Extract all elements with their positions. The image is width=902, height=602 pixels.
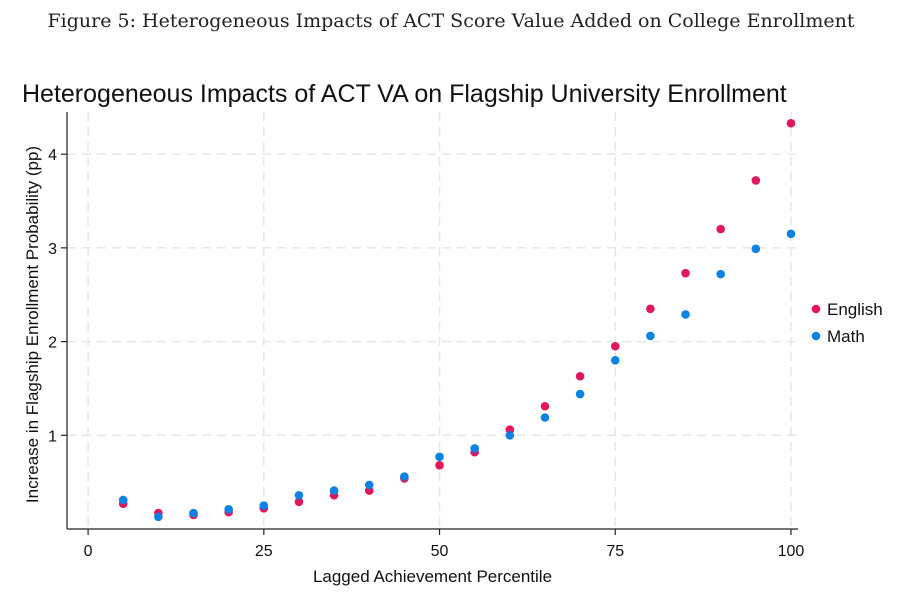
point-english: [540, 401, 550, 411]
legend-label-math: Math: [827, 327, 865, 346]
legend-label-english: English: [827, 300, 883, 319]
x-tick-label: 25: [255, 543, 273, 560]
legend-marker-math: [811, 331, 821, 341]
point-math: [435, 452, 444, 462]
legend-marker-english: [811, 304, 821, 314]
point-math: [364, 480, 374, 490]
point-math: [681, 310, 690, 319]
point-math: [294, 490, 304, 500]
point-english: [610, 341, 620, 351]
point-math: [575, 389, 585, 399]
point-math: [751, 244, 761, 254]
point-english: [294, 497, 304, 507]
x-tick-label: 75: [606, 543, 624, 560]
point-english: [575, 371, 585, 381]
chart-title: Heterogeneous Impacts of ACT VA on Flags…: [22, 80, 787, 108]
point-math: [259, 501, 269, 510]
y-tick-label: 4: [48, 147, 57, 164]
point-math: [329, 486, 339, 495]
y-tick-label: 3: [48, 241, 57, 258]
y-tick-label: 2: [48, 335, 57, 352]
figure-caption: Figure 5: Heterogeneous Impacts of ACT S…: [47, 10, 855, 32]
point-math: [154, 512, 163, 522]
point-math: [505, 430, 515, 440]
x-tick-label: 100: [778, 543, 805, 560]
point-math: [189, 508, 198, 518]
point-english: [435, 460, 444, 470]
point-math: [716, 269, 725, 279]
grid-lines: [67, 112, 798, 529]
point-math: [224, 505, 233, 514]
point-math: [540, 413, 550, 422]
point-math: [786, 229, 796, 239]
y-tick-label: 1: [48, 428, 57, 445]
data-points: [118, 118, 796, 522]
point-math: [470, 444, 479, 453]
point-math: [118, 495, 128, 505]
point-english: [751, 176, 761, 185]
point-english: [716, 224, 725, 234]
x-axis-label: Lagged Achievement Percentile: [313, 567, 552, 586]
x-tick-label: 0: [84, 543, 93, 560]
point-math: [646, 331, 655, 341]
x-tick-label: 50: [431, 543, 449, 560]
point-english: [681, 268, 690, 278]
axes: 0 25 50 75 100 1 2 3 4: [48, 112, 804, 560]
point-math: [610, 356, 620, 365]
point-english: [646, 304, 655, 314]
y-axis-label: Increase in Flagship Enrollment Probabil…: [23, 146, 42, 503]
point-math: [400, 472, 409, 481]
legend: English Math: [811, 300, 883, 346]
point-english: [786, 118, 796, 128]
